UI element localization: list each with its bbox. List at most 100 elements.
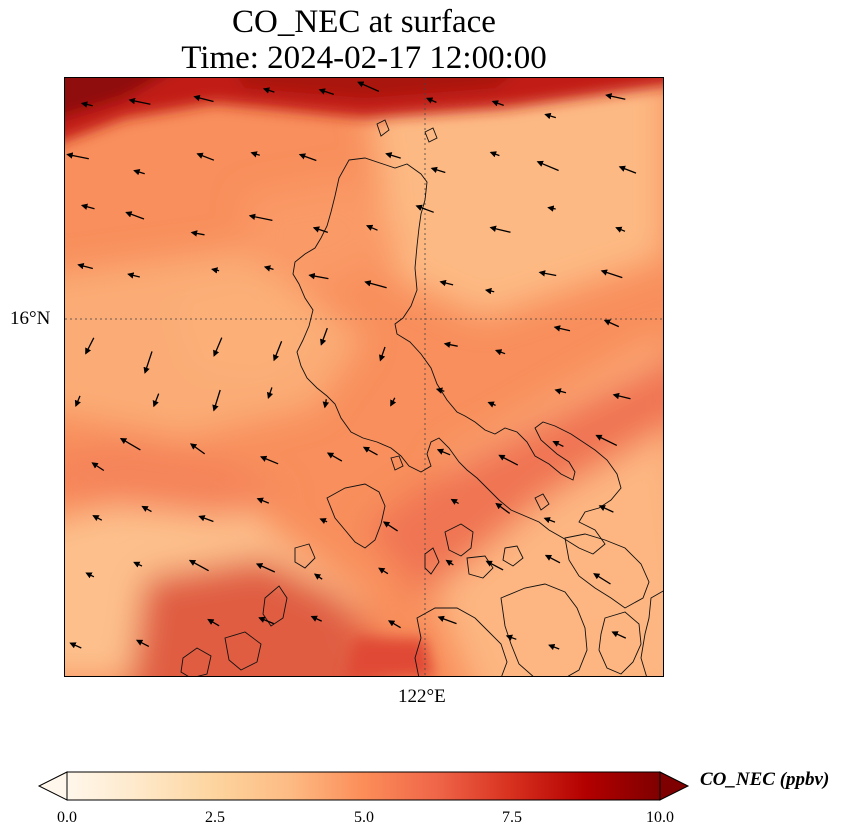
- wind-arrow: [258, 616, 274, 625]
- wind-arrow: [487, 401, 496, 408]
- wind-arrow: [489, 225, 511, 233]
- wind-arrow: [141, 505, 152, 513]
- wind-arrow: [85, 337, 95, 355]
- wind-arrow: [450, 498, 459, 505]
- wind-arrow: [190, 230, 205, 237]
- colorbar-tick-2: 5.0: [354, 809, 374, 826]
- map-time: Time: 2024-02-17 12:00:00: [181, 40, 547, 76]
- wind-arrow: [196, 152, 215, 161]
- wind-arrow: [298, 153, 317, 162]
- colorbar-gradient: [66, 771, 661, 801]
- wind-arrow: [127, 272, 140, 279]
- wind-arrow: [319, 518, 328, 525]
- wind-arrow: [125, 211, 145, 220]
- wind-arrow: [379, 346, 386, 362]
- wind-arrow: [553, 325, 571, 332]
- wind-arrow: [495, 502, 511, 514]
- wind-arrow: [494, 349, 506, 356]
- wind-arrow: [387, 620, 401, 629]
- wind-arrow: [615, 226, 626, 233]
- wind-arrow: [439, 279, 454, 287]
- wind-arrow: [498, 454, 519, 466]
- wind-arrow: [544, 112, 556, 120]
- wind-arrow: [312, 226, 329, 234]
- wind-arrow: [80, 101, 93, 108]
- wind-arrow: [66, 152, 89, 160]
- wind-arrow: [69, 642, 82, 649]
- wind-arrow: [133, 169, 145, 176]
- wind-arrow: [207, 618, 220, 627]
- wind-arrow: [189, 443, 206, 455]
- wind-arrow: [308, 272, 329, 280]
- wind-arrow: [436, 448, 451, 456]
- wind-arrow: [256, 497, 270, 504]
- wind-arrow: [603, 319, 620, 328]
- wind-arrow: [600, 269, 623, 279]
- map-title: CO_NEC at surface: [232, 4, 496, 40]
- colorbar-tick-1: 2.5: [205, 809, 225, 826]
- wind-arrow: [612, 392, 631, 400]
- colorbar-extend-max: [659, 771, 690, 801]
- wind-arrow: [547, 205, 556, 212]
- wind-arrow: [211, 267, 220, 274]
- wind-arrow: [445, 559, 454, 567]
- latitude-label: 16°N: [10, 308, 51, 329]
- wind-arrow: [259, 455, 279, 465]
- wind-arrow: [263, 265, 274, 272]
- wind-arrow: [554, 388, 567, 395]
- wind-arrow: [152, 393, 160, 408]
- wind-arrow: [491, 100, 504, 107]
- wind-arrow: [485, 560, 504, 571]
- colorbar-tick-4: 10.0: [646, 809, 674, 826]
- wind-arrow: [318, 88, 335, 96]
- wind-arrow: [193, 94, 214, 103]
- wind-arrow: [320, 327, 328, 346]
- wind-arrow: [313, 573, 323, 580]
- wind-arrow: [443, 341, 458, 348]
- wind-arrow: [435, 387, 445, 394]
- wind-arrow: [390, 397, 397, 407]
- wind-arrow: [543, 517, 556, 524]
- wind-arrow: [188, 559, 209, 572]
- wind-arrow: [143, 351, 153, 374]
- wind-arrow: [357, 81, 380, 92]
- wind-arrow: [426, 97, 437, 104]
- wind-arrow: [378, 567, 389, 575]
- wind-arrow: [489, 151, 500, 158]
- wind-arrow: [119, 437, 141, 451]
- wind-arrow: [92, 515, 103, 522]
- concentration-field: [65, 78, 663, 676]
- wind-arrow: [91, 462, 105, 472]
- wind-arrow: [85, 572, 95, 579]
- wind-arrow: [262, 87, 275, 94]
- wind-arrow: [322, 399, 330, 409]
- wind-arrow: [593, 573, 611, 585]
- wind-arrow: [538, 270, 557, 277]
- wind-arrow: [80, 203, 95, 210]
- colorbar-tick-3: 7.5: [502, 809, 522, 826]
- wind-arrow: [77, 262, 93, 270]
- wind-arrow: [505, 634, 517, 641]
- wind-arrow: [618, 165, 637, 174]
- wind-arrow: [415, 204, 434, 213]
- wind-arrow: [598, 505, 614, 513]
- wind-vectors: [66, 81, 637, 651]
- wind-arrow: [310, 615, 322, 622]
- wind-arrow: [250, 151, 260, 158]
- colorbar: [36, 768, 696, 802]
- wind-arrow: [385, 152, 401, 159]
- wind-arrow: [273, 341, 283, 362]
- colorbar-tick-0: 0.0: [57, 809, 77, 826]
- wind-arrow: [198, 515, 214, 523]
- wind-arrow: [437, 615, 457, 625]
- wind-arrow: [213, 337, 223, 357]
- wind-arrow: [366, 224, 378, 231]
- coastlines: [180, 119, 663, 676]
- wind-arrow: [135, 639, 150, 647]
- wind-arrow: [548, 644, 560, 651]
- wind-arrow: [552, 440, 564, 447]
- wind-arrow: [362, 446, 378, 456]
- colorbar-extend-min: [37, 771, 68, 801]
- wind-arrow: [605, 93, 626, 100]
- wind-arrow: [595, 434, 618, 446]
